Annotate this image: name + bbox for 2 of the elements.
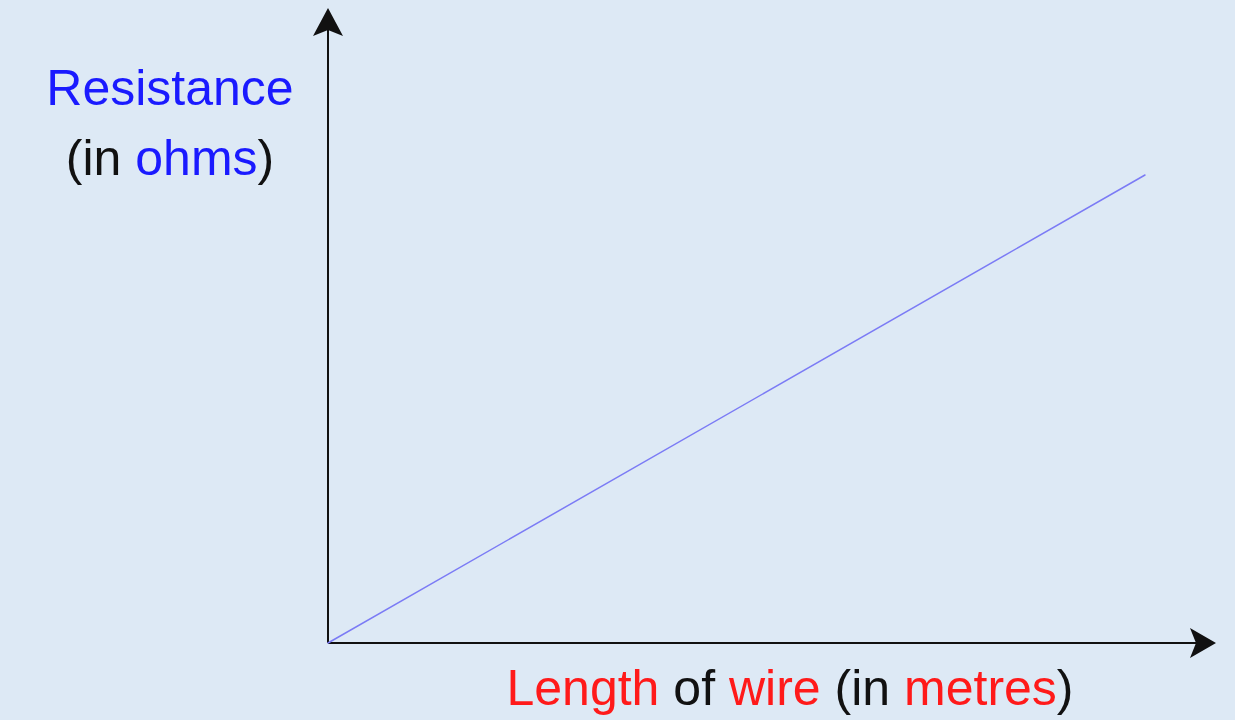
x-axis-title: Length of wire (in metres)	[506, 660, 1074, 716]
y-axis-title: Resistance (in ohms)	[46, 60, 294, 186]
